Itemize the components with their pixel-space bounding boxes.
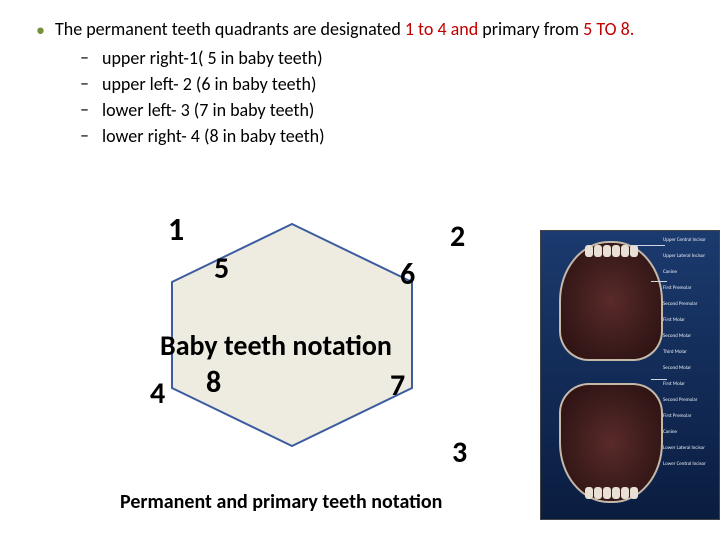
tooth-icon — [612, 245, 620, 257]
bullet-dot-icon: • — [36, 20, 45, 40]
tooth-label: First Molar — [663, 317, 717, 323]
sub-bullet-text: lower left- 3 (7 in baby teeth) — [102, 98, 314, 122]
sub-bullet-text: upper left- 2 (6 in baby teeth) — [102, 72, 316, 96]
baby-teeth-label: Baby teeth notation — [160, 328, 392, 363]
leader-line — [651, 281, 667, 282]
main-bullet: • The permanent teeth quadrants are desi… — [36, 18, 676, 40]
dash-icon: – — [80, 46, 92, 68]
teeth-anatomy-image: Upper Central Incisor Upper Lateral Inci… — [540, 230, 720, 520]
quadrant-num-3: 3 — [452, 434, 467, 471]
sub-bullet-text: lower right- 4 (8 in baby teeth) — [102, 124, 325, 148]
tooth-label: Canine — [663, 269, 717, 275]
tooth-icon — [630, 245, 638, 257]
sub-bullet: – upper right-1( 5 in baby teeth) — [80, 46, 676, 70]
diagram: 1 2 5 6 Baby teeth notation 4 8 7 3 — [100, 210, 490, 500]
dash-icon: – — [80, 98, 92, 120]
bullet-mid: primary from — [482, 18, 583, 40]
quadrant-num-8: 8 — [206, 364, 221, 401]
tooth-icon — [603, 487, 611, 499]
tooth-label: Second Premolar — [663, 397, 717, 403]
leader-line — [631, 245, 665, 246]
tooth-icon — [594, 245, 602, 257]
sub-bullet: – lower right- 4 (8 in baby teeth) — [80, 124, 676, 148]
tooth-icon — [585, 245, 593, 257]
tooth-label: First Premolar — [663, 413, 717, 419]
tooth-label: Lower Lateral Incisor — [663, 445, 717, 451]
tooth-label: Lower Central Incisor — [663, 461, 717, 467]
slide: • The permanent teeth quadrants are desi… — [0, 0, 720, 540]
image-label-column: Upper Central Incisor Upper Lateral Inci… — [663, 237, 717, 467]
sub-bullet-list: – upper right-1( 5 in baby teeth) – uppe… — [80, 46, 676, 148]
tooth-icon — [594, 487, 602, 499]
tooth-label: Upper Lateral Incisor — [663, 253, 717, 259]
tooth-icon — [621, 487, 629, 499]
leader-line — [651, 379, 667, 380]
sub-bullet: – upper left- 2 (6 in baby teeth) — [80, 72, 676, 96]
bullet-red1: 1 to 4 and — [405, 18, 482, 40]
tooth-label: First Premolar — [663, 285, 717, 291]
sub-bullet-text: upper right-1( 5 in baby teeth) — [102, 46, 323, 70]
bullet-pre: The permanent teeth quadrants are design… — [55, 18, 405, 40]
tooth-label: First Molar — [663, 381, 717, 387]
tooth-icon — [630, 487, 638, 499]
dash-icon: – — [80, 72, 92, 94]
diagram-caption: Permanent and primary teeth notation — [120, 490, 442, 514]
quadrant-num-2: 2 — [450, 218, 465, 255]
lower-teeth-row — [561, 477, 661, 499]
sub-bullet: – lower left- 3 (7 in baby teeth) — [80, 98, 676, 122]
dash-icon: – — [80, 124, 92, 146]
tooth-label: Canine — [663, 429, 717, 435]
bullet-red2: 5 TO 8. — [583, 18, 634, 40]
tooth-label: Upper Central Incisor — [663, 237, 717, 243]
lower-arch — [559, 383, 663, 503]
tooth-label: Second Molar — [663, 365, 717, 371]
quadrant-num-7: 7 — [390, 367, 405, 404]
bullet-list: • The permanent teeth quadrants are desi… — [36, 18, 676, 150]
tooth-icon — [603, 245, 611, 257]
quadrant-num-5: 5 — [214, 250, 229, 287]
tooth-icon — [621, 245, 629, 257]
quadrant-num-4: 4 — [150, 375, 165, 412]
quadrant-num-1: 1 — [168, 210, 184, 249]
quadrant-num-6: 6 — [400, 256, 415, 293]
tooth-label: Third Molar — [663, 349, 717, 355]
tooth-label: Second Premolar — [663, 301, 717, 307]
tooth-icon — [585, 487, 593, 499]
tooth-label: Second Molar — [663, 333, 717, 339]
tooth-icon — [612, 487, 620, 499]
upper-teeth-row — [561, 245, 661, 267]
main-bullet-text: The permanent teeth quadrants are design… — [55, 18, 634, 40]
upper-arch — [559, 241, 663, 361]
